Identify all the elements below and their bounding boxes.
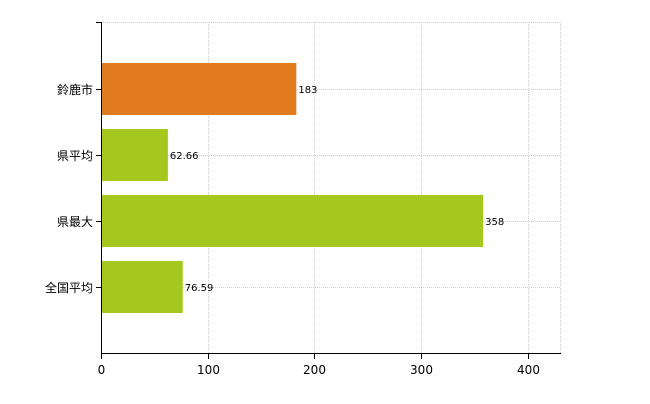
value-label-0: 183 bbox=[298, 85, 317, 96]
bar-0 bbox=[102, 63, 297, 115]
labels: 183 鈴鹿市 62.66 県平均 358 県最大 76.59 全国平均 0 100 200 300 4… bbox=[45, 82, 540, 377]
bar-2 bbox=[102, 195, 484, 247]
bar-1 bbox=[102, 129, 168, 181]
bar-3 bbox=[102, 261, 183, 313]
axes bbox=[96, 22, 561, 359]
value-label-3: 76.59 bbox=[185, 283, 214, 294]
category-label-2: 県最大 bbox=[57, 215, 93, 229]
category-label-1: 県平均 bbox=[57, 149, 93, 163]
category-label-0: 鈴鹿市 bbox=[57, 82, 93, 97]
x-tick-label-4: 400 bbox=[517, 363, 540, 377]
x-tick-label-0: 0 bbox=[98, 363, 106, 377]
category-label-3: 全国平均 bbox=[45, 280, 93, 295]
value-label-1: 62.66 bbox=[170, 151, 199, 162]
bars bbox=[102, 63, 484, 313]
x-tick-label-1: 100 bbox=[197, 363, 220, 377]
x-tick-label-2: 200 bbox=[303, 363, 326, 377]
value-label-2: 358 bbox=[485, 217, 504, 228]
x-tick-label-3: 300 bbox=[410, 363, 433, 377]
